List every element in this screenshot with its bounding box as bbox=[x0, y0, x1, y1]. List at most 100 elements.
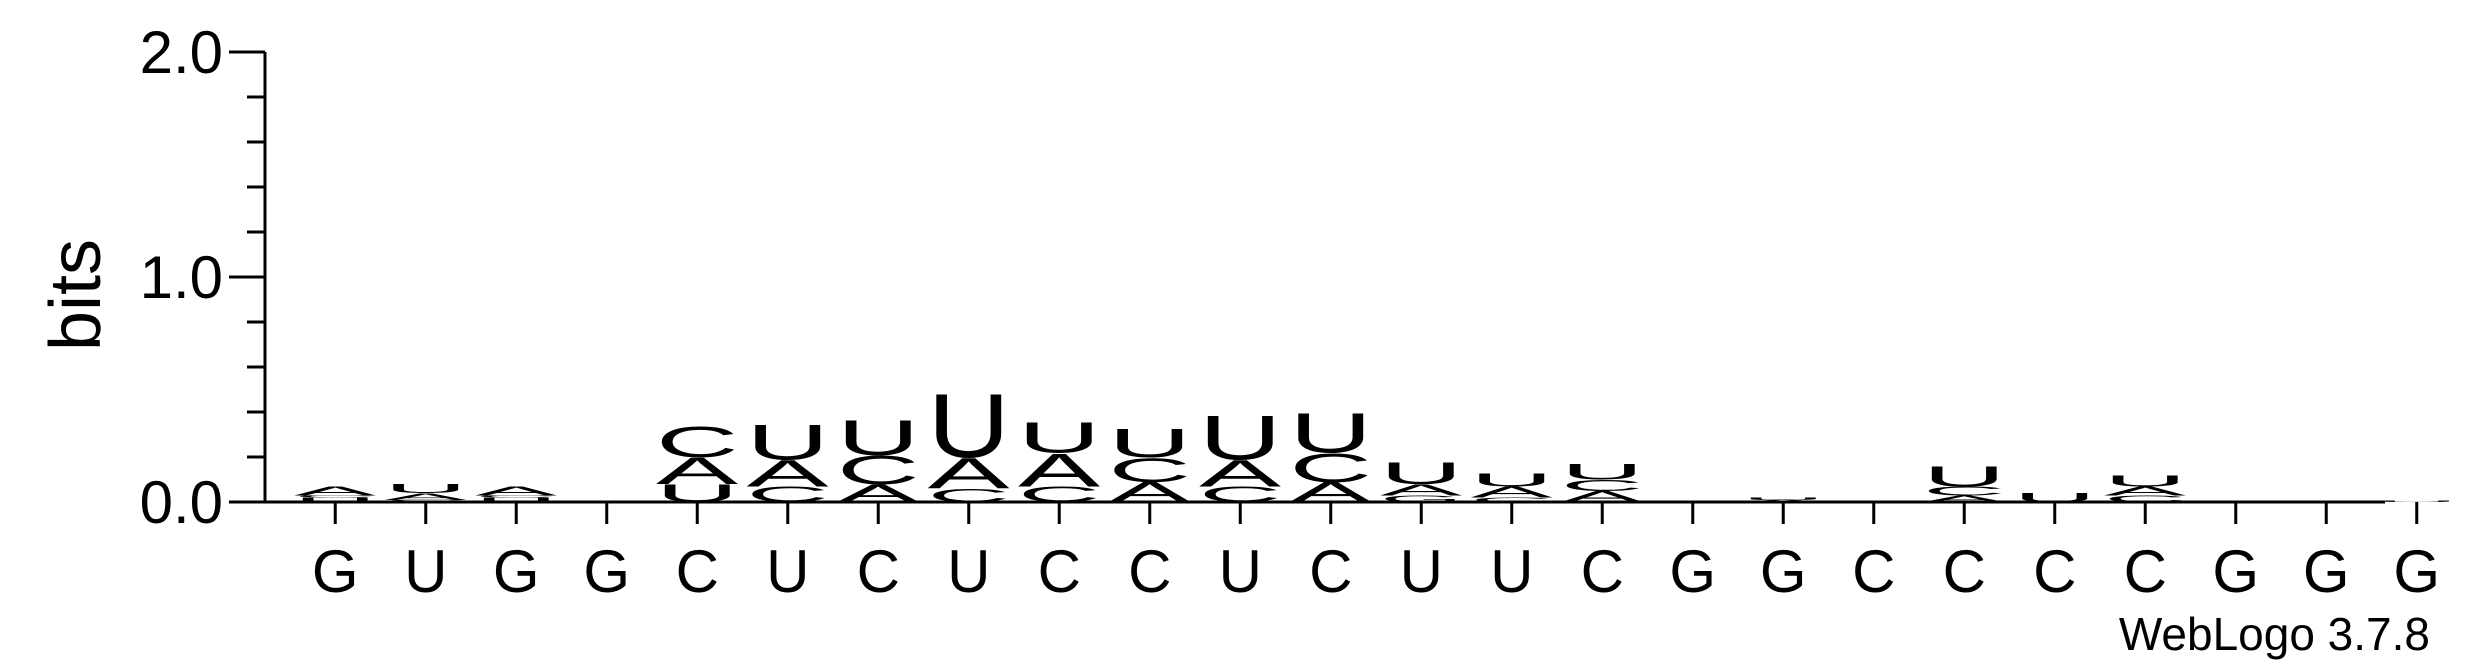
x-tick-label: G bbox=[583, 538, 630, 605]
logo-letter-C: C bbox=[1290, 445, 1372, 491]
logo-letter-A: A bbox=[385, 491, 468, 502]
y-axis-ticks: 0.0 1.0 2.0 bbox=[140, 19, 265, 536]
logo-letter-C: C bbox=[475, 495, 558, 498]
svg-text:C: C bbox=[475, 495, 558, 498]
logo-letter-C: C bbox=[294, 495, 377, 498]
logo-letter-U: U bbox=[1290, 402, 1372, 465]
svg-text:A: A bbox=[1380, 481, 1463, 499]
svg-text:U: U bbox=[1199, 403, 1281, 473]
svg-text:C: C bbox=[656, 418, 739, 467]
logo-letter-C: C bbox=[1471, 496, 1553, 503]
x-tick-label: U bbox=[1490, 538, 1533, 605]
svg-text:C: C bbox=[1290, 445, 1372, 491]
y-tick-label: 0.0 bbox=[140, 469, 223, 536]
svg-text:U: U bbox=[1380, 455, 1462, 490]
logo-letter-U: U bbox=[2376, 501, 2458, 503]
svg-text:A: A bbox=[1742, 499, 1824, 502]
x-tick-label: G bbox=[312, 538, 359, 605]
svg-text:A: A bbox=[1471, 483, 1554, 501]
svg-text:U: U bbox=[1742, 497, 1825, 500]
logo-letter-U: U bbox=[294, 496, 376, 503]
logo-letter-A: A bbox=[1380, 481, 1463, 499]
logo-letter-G: G bbox=[1380, 493, 1462, 504]
x-tick-label: C bbox=[1128, 538, 1171, 605]
svg-text:A: A bbox=[1199, 453, 1281, 495]
logo-letter-U: U bbox=[2014, 491, 2096, 505]
logo-letter-C: C bbox=[837, 447, 919, 493]
logo-letter-A: A bbox=[475, 484, 558, 498]
logo-letter-U: U bbox=[747, 414, 829, 470]
svg-text:C: C bbox=[385, 499, 468, 502]
x-tick-label: C bbox=[1581, 538, 1624, 605]
svg-text:U: U bbox=[837, 409, 919, 465]
logo-letter-U: U bbox=[475, 496, 557, 503]
logo-letter-U: U bbox=[2104, 472, 2186, 490]
svg-text:U: U bbox=[2376, 501, 2458, 503]
x-tick-label: G bbox=[1760, 538, 1807, 605]
x-tick-label: G bbox=[2303, 538, 2350, 605]
x-tick-label: U bbox=[404, 538, 447, 605]
logo-letter-C: C bbox=[2104, 494, 2186, 504]
logo-letter-C: C bbox=[656, 418, 739, 467]
svg-text:A: A bbox=[1923, 493, 2006, 504]
x-tick-label: C bbox=[857, 538, 900, 605]
svg-text:U: U bbox=[1109, 420, 1191, 466]
logo-letter-U: U bbox=[385, 482, 467, 496]
x-tick-label: G bbox=[2393, 538, 2440, 605]
logo-letter-U: U bbox=[1561, 460, 1643, 484]
svg-text:A: A bbox=[385, 491, 468, 502]
x-tick-label: U bbox=[1400, 538, 1443, 605]
svg-text:A: A bbox=[747, 453, 829, 495]
logo-letter-C: C bbox=[1561, 477, 1643, 495]
logo-letter-U: U bbox=[1018, 413, 1101, 462]
logo-letter-C: C bbox=[1923, 484, 2005, 498]
x-tick-label: G bbox=[1669, 538, 1716, 605]
svg-text:A: A bbox=[475, 484, 558, 498]
logo-letter-A: A bbox=[2104, 484, 2187, 498]
svg-text:C: C bbox=[2104, 494, 2186, 504]
svg-text:U: U bbox=[1471, 469, 1553, 490]
svg-text:U: U bbox=[747, 414, 829, 470]
weblogo-credit: WebLogo 3.7.8 bbox=[2119, 608, 2430, 660]
svg-text:A: A bbox=[1018, 444, 1100, 497]
svg-text:U: U bbox=[928, 374, 1011, 476]
x-tick-label: C bbox=[2033, 538, 2076, 605]
x-tick-label: C bbox=[1038, 538, 1081, 605]
svg-text:U: U bbox=[385, 482, 467, 496]
logo-letter-U: U bbox=[1380, 455, 1462, 490]
logo-letter-A: A bbox=[1471, 483, 1554, 501]
logo-letter-A: A bbox=[656, 450, 738, 492]
logo-letter-U: U bbox=[1923, 461, 2005, 493]
logo-letter-C: C bbox=[385, 499, 468, 502]
logo-letter-U: U bbox=[837, 409, 919, 465]
logo-letter-A: A bbox=[1199, 453, 1281, 495]
x-tick-label: C bbox=[1852, 538, 1895, 605]
x-tick-label: U bbox=[766, 538, 809, 605]
svg-text:C: C bbox=[1923, 484, 2005, 498]
svg-text:A: A bbox=[2285, 501, 2367, 503]
logo-letter-C: C bbox=[928, 485, 1010, 506]
svg-text:A: A bbox=[294, 484, 377, 498]
x-tick-label: C bbox=[2124, 538, 2167, 605]
svg-text:U: U bbox=[1561, 460, 1643, 484]
logo-letter-A: A bbox=[1561, 488, 1644, 506]
logo-letter-A: A bbox=[928, 449, 1011, 498]
svg-text:U: U bbox=[1290, 402, 1372, 465]
logo-letter-U: U bbox=[928, 374, 1011, 476]
logo-letter-A: A bbox=[1923, 493, 2006, 504]
logo-letter-A: A bbox=[294, 484, 377, 498]
x-tick-label: C bbox=[676, 538, 719, 605]
svg-text:U: U bbox=[1923, 461, 2005, 493]
logo-letter-C: C bbox=[1109, 451, 1191, 490]
svg-text:A: A bbox=[1561, 488, 1644, 506]
svg-text:C: C bbox=[1561, 477, 1643, 495]
svg-text:C: C bbox=[1109, 451, 1191, 490]
logo-letter-U: U bbox=[1109, 420, 1191, 466]
x-tick-label: C bbox=[1309, 538, 1352, 605]
svg-text:A: A bbox=[656, 450, 738, 492]
y-tick-label: 2.0 bbox=[140, 19, 223, 86]
svg-text:A: A bbox=[928, 449, 1011, 498]
